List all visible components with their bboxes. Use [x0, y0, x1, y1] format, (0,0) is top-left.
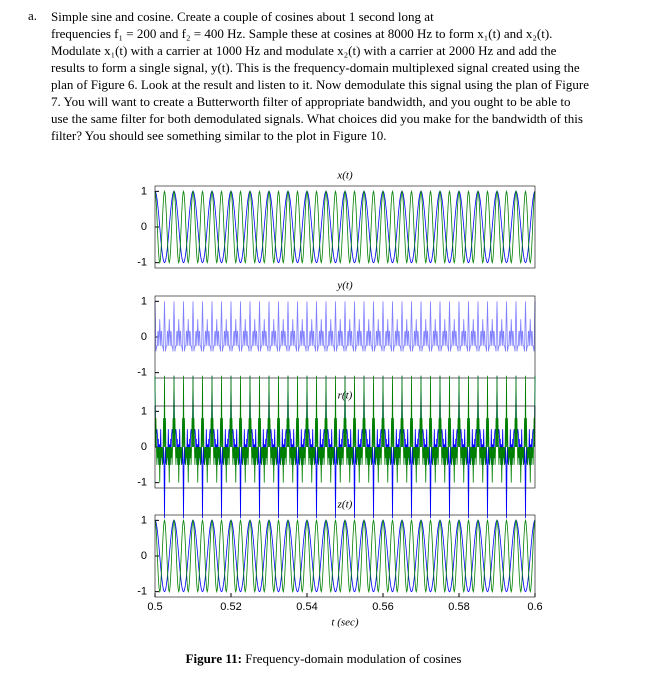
x-tick-label: 0.58: [448, 601, 469, 613]
x-tick-label: 0.6: [527, 601, 542, 613]
y-tick-label: 0: [141, 221, 147, 233]
text-run: plan of Figure 6. Look at the result and…: [51, 77, 589, 92]
waveform: [154, 189, 536, 265]
x-axis-label: t (sec): [331, 617, 359, 629]
waveform: [154, 190, 536, 264]
paragraph-line: results to form a single signal, y(t). T…: [51, 59, 589, 76]
waveform: [154, 519, 536, 593]
y-tick-label: 1: [141, 295, 147, 307]
y-tick-label: -1: [137, 586, 147, 598]
text-run: use the same filter for both demodulated…: [51, 111, 583, 126]
y-tick-label: 1: [141, 185, 147, 197]
x-tick-label: 0.56: [372, 601, 393, 613]
text-run: and f₂ =: [156, 26, 205, 41]
y-tick-label: 0: [141, 441, 147, 453]
paragraph-line: plan of Figure 6. Look at the result and…: [51, 76, 589, 93]
text-run: Simple sine and cosine. Create a couple …: [51, 9, 434, 24]
text-run: frequencies f₁ =: [51, 26, 137, 41]
waveform: [154, 375, 536, 483]
text-run: 400: [204, 26, 224, 41]
axes-box: [154, 405, 536, 489]
waveform: [154, 518, 536, 594]
paragraph-line: use the same filter for both demodulated…: [51, 110, 589, 127]
y-tick-label: 1: [141, 514, 147, 526]
text-run: 200: [136, 26, 157, 41]
paragraph-line: filter? You should see something similar…: [51, 127, 589, 144]
x-tick-label: 0.52: [220, 601, 241, 613]
item-label: a.: [28, 8, 38, 23]
text-run: Hz. Sample these at cosines at: [223, 26, 388, 41]
paragraph-line: Modulate x₁(t) with a carrier at 1000 Hz…: [51, 42, 589, 59]
caption-label: Figure 11:: [185, 651, 242, 666]
text-run: 2000: [448, 43, 475, 58]
axes-box: [154, 514, 536, 598]
x-tick-label: 0.5: [147, 601, 162, 613]
subplot-title: z(t): [337, 499, 353, 511]
paragraph: Simple sine and cosine. Create a couple …: [51, 8, 589, 144]
caption-text: Frequency-domain modulation of cosines: [245, 651, 462, 666]
subplot-title: y(t): [336, 280, 353, 292]
text-run: 7. You will want to create a Butterworth…: [51, 94, 571, 109]
axes-box: [154, 185, 536, 269]
waveform: [154, 301, 536, 352]
y-tick-label: 0: [141, 550, 147, 562]
text-run: Modulate x₁(t) with a carrier at: [51, 43, 216, 58]
caption: Figure 11: Frequency-domain modulation o…: [0, 651, 647, 667]
subplot-title: x(t): [336, 170, 353, 182]
text-run: results to form a single signal, y(t). T…: [51, 60, 580, 75]
text-run: Hz and add the: [474, 43, 557, 58]
y-tick-label: -1: [137, 477, 147, 489]
text-run: Hz and modulate x₂(t) with a carrier at: [241, 43, 449, 58]
text-run: 1000: [215, 43, 242, 58]
y-tick-label: -1: [137, 367, 147, 379]
y-tick-label: 0: [141, 331, 147, 343]
text-run: filter? You should see something similar…: [51, 128, 387, 143]
paragraph-line: 7. You will want to create a Butterworth…: [51, 93, 589, 110]
paragraph-line: Simple sine and cosine. Create a couple …: [51, 8, 589, 25]
x-tick-label: 0.54: [296, 601, 317, 613]
text-run: 8000: [387, 26, 414, 41]
text-run: Hz to form x₁(t) and x₂(t).: [413, 26, 553, 41]
y-tick-label: -1: [137, 257, 147, 269]
y-tick-label: 1: [141, 405, 147, 417]
paragraph-line: frequencies f₁ = 200 and f₂ = 400 Hz. Sa…: [51, 25, 589, 42]
